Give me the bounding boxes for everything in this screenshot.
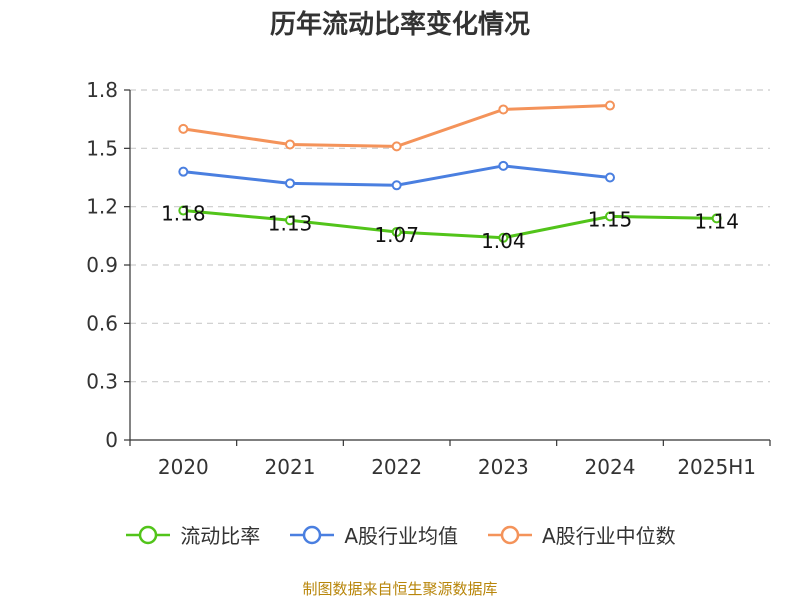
legend-marker-icon: [290, 525, 335, 544]
legend-marker-icon: [488, 525, 532, 544]
series-line-0: [183, 209, 717, 240]
legend-item[interactable]: A股行业中位数: [486, 520, 676, 549]
legend: 流动比率 A股行业均值 A股行业中位数: [0, 520, 800, 549]
legend-label: A股行业均值: [344, 524, 458, 548]
data-point: [285, 215, 295, 226]
x-tick-label: 2021: [265, 455, 316, 479]
data-point: [178, 205, 189, 216]
data-label: 1.04: [481, 229, 526, 253]
chart-title: 历年流动比率变化情况: [269, 10, 530, 40]
y-tick-label: 0: [105, 428, 118, 452]
data-point: [391, 141, 402, 152]
y-tick-label: 0.9: [86, 253, 118, 277]
legend-item[interactable]: 流动比率: [124, 520, 260, 549]
data-point: [711, 213, 722, 224]
data-point: [178, 123, 189, 134]
y-tick-label: 1.2: [86, 195, 118, 219]
legend-circle: [500, 525, 520, 544]
x-tick-label: 2023: [478, 455, 529, 479]
y-tick-label: 1.8: [86, 78, 118, 102]
data-label: 1.15: [588, 207, 633, 231]
y-tick-label: 0.3: [86, 370, 118, 394]
x-tick-label: 2024: [585, 455, 636, 479]
data-label: 1.14: [694, 209, 739, 233]
x-tick-label: 2022: [371, 455, 422, 479]
legend-label: 流动比率: [180, 524, 261, 548]
data-point: [391, 226, 402, 237]
data-point: [605, 100, 615, 111]
x-tick-label: 2025H1: [677, 455, 756, 479]
legend-circle: [139, 525, 158, 544]
data-point: [285, 139, 295, 150]
data-point: [178, 166, 189, 177]
source-note: 制图数据来自恒生聚源数据库: [302, 580, 498, 598]
x-tick-label: 2020: [158, 455, 209, 479]
data-label: 1.18: [161, 202, 206, 226]
legend-circle: [303, 525, 322, 544]
series-line-2: [183, 104, 611, 148]
data-point: [605, 211, 615, 222]
y-tick-label: 1.5: [86, 136, 118, 160]
y-tick-label: 0.6: [86, 311, 118, 335]
data-point: [498, 104, 509, 115]
legend-item[interactable]: A股行业均值: [288, 520, 458, 549]
legend-marker-icon: [126, 525, 171, 544]
data-point: [391, 180, 402, 191]
data-label: 1.07: [374, 223, 419, 247]
data-point: [498, 232, 509, 243]
data-point: [285, 178, 295, 189]
data-point: [498, 160, 509, 171]
data-point: [605, 172, 615, 183]
legend-label: A股行业中位数: [542, 524, 676, 548]
data-label: 1.13: [268, 211, 313, 235]
